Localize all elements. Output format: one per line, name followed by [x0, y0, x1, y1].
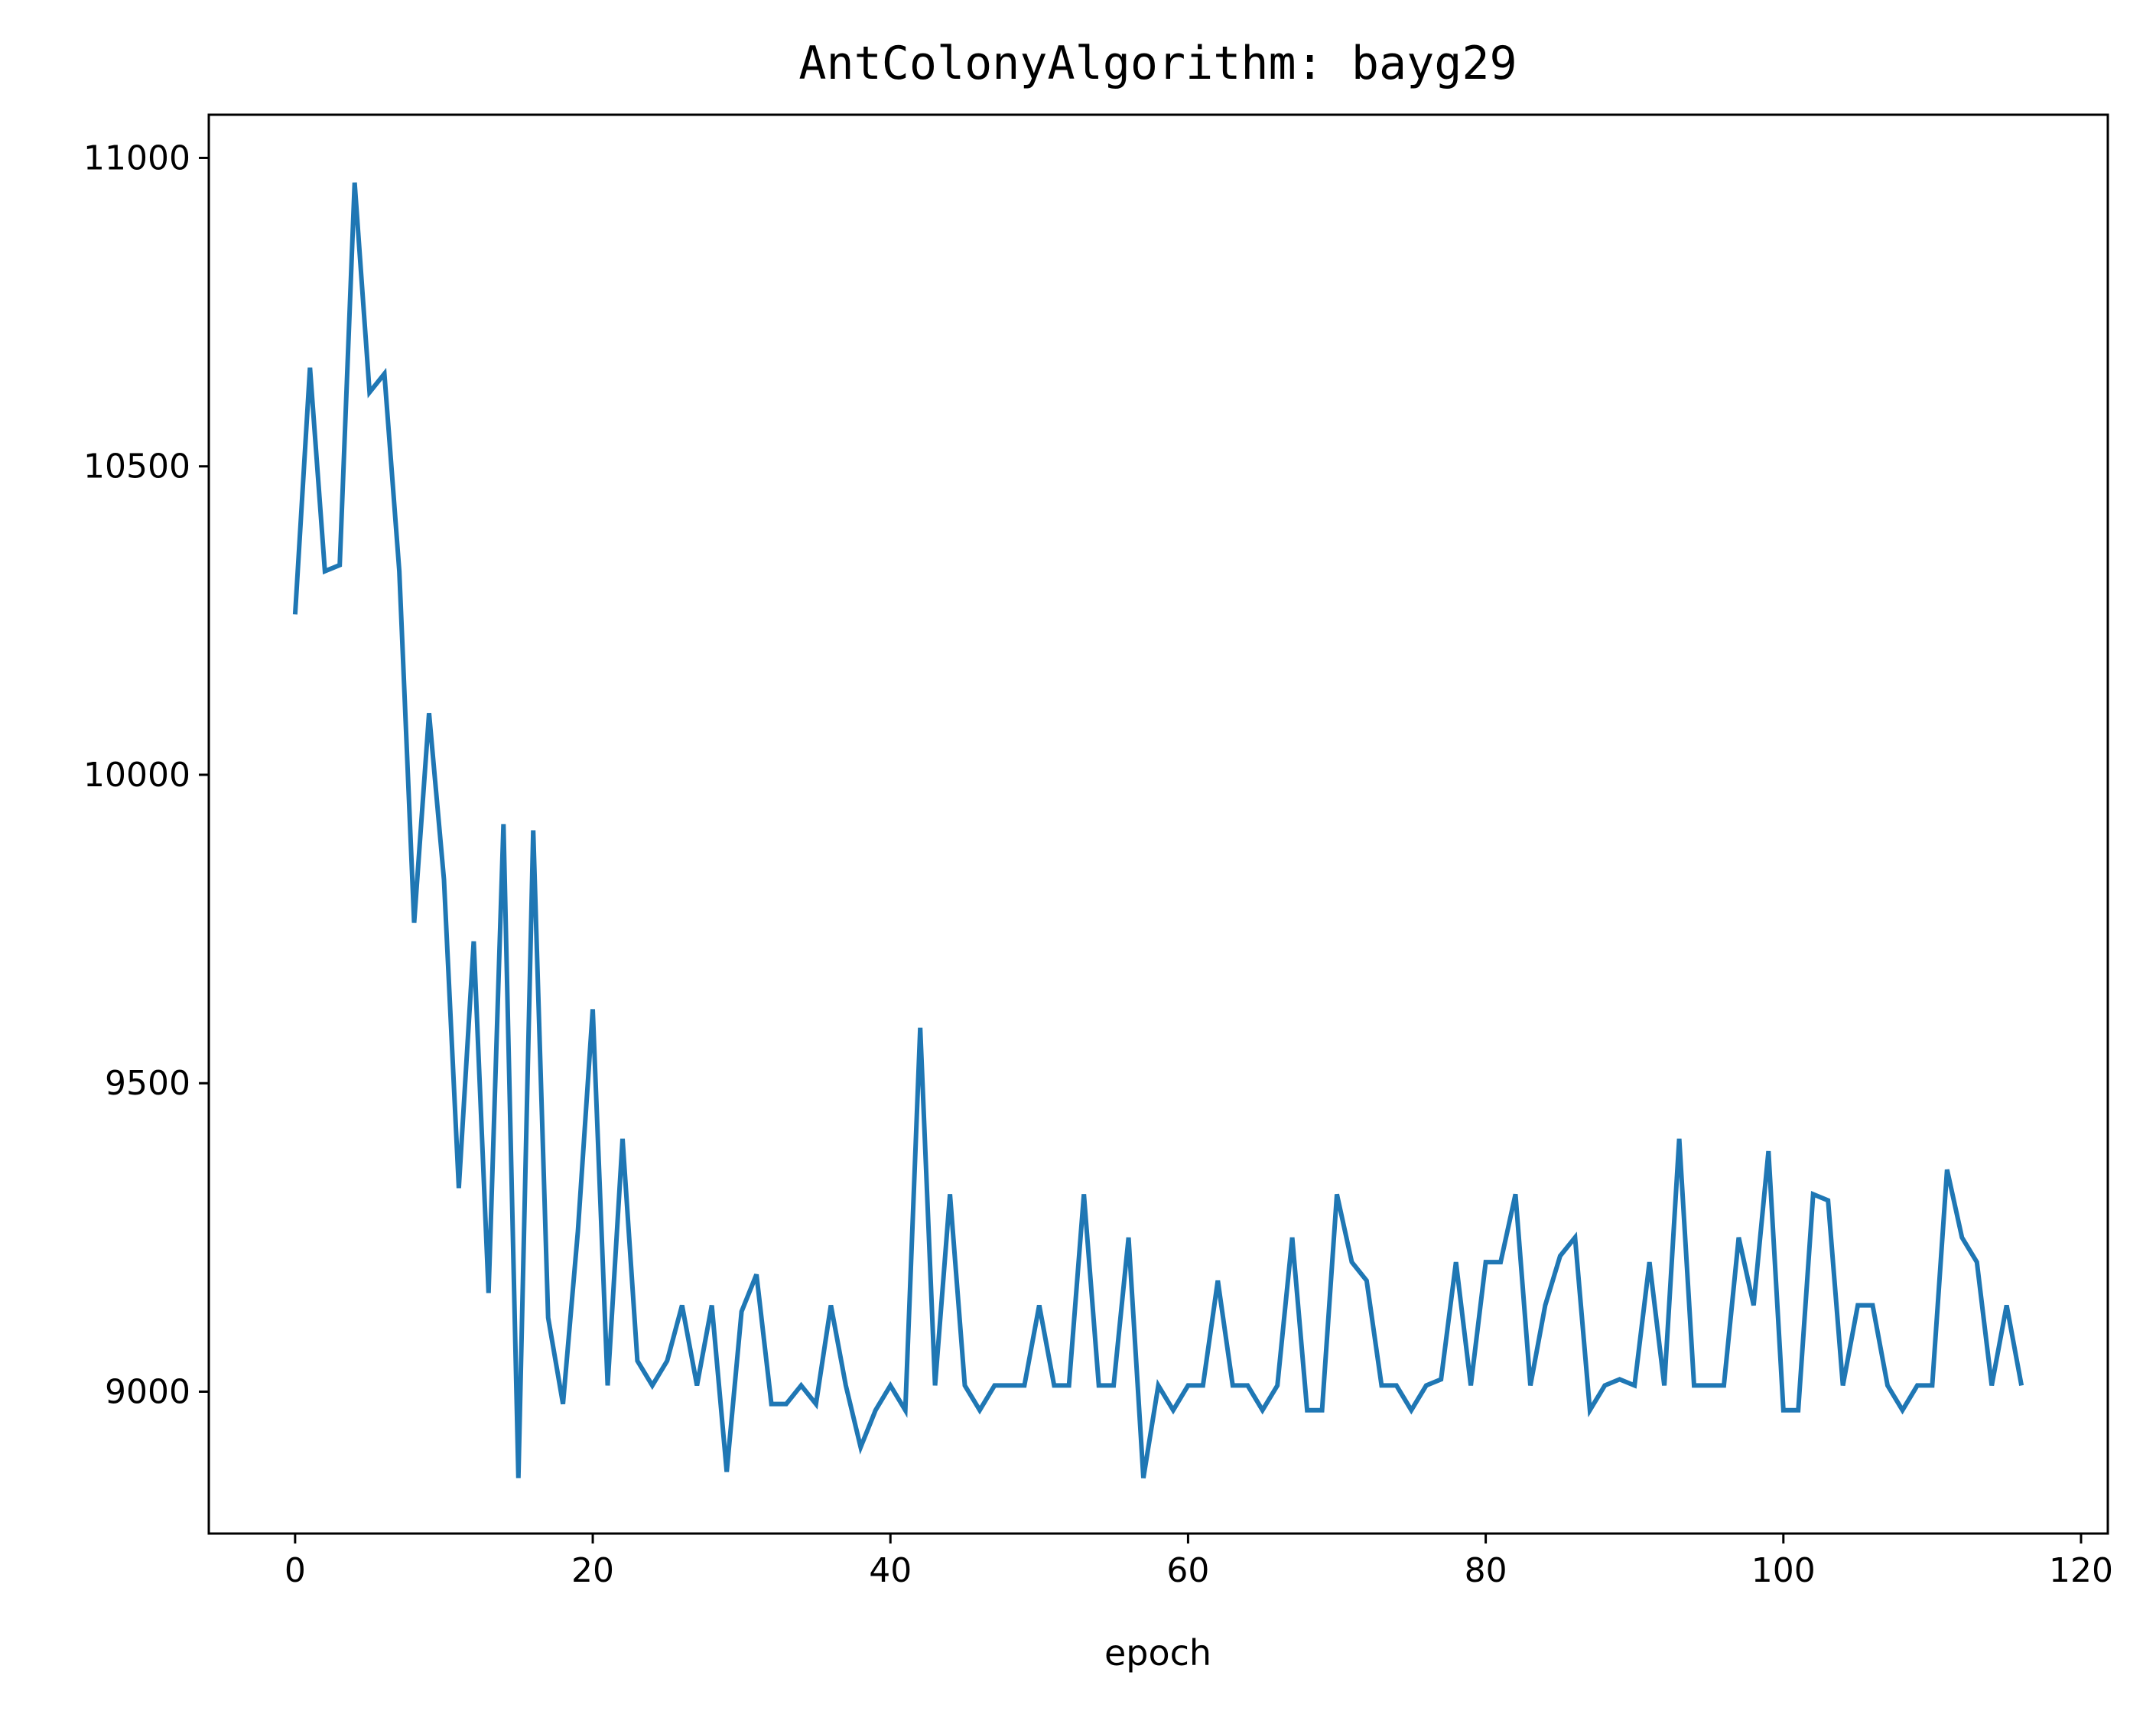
x-tick-label: 20	[571, 1551, 614, 1590]
x-tick-label: 120	[2049, 1551, 2113, 1590]
series-line-0	[292, 182, 2024, 1478]
x-tick-label: 60	[1166, 1551, 1209, 1590]
plot-marks	[292, 182, 2024, 1478]
y-tick-label: 10500	[83, 447, 190, 486]
y-tick-label: 10000	[83, 756, 190, 795]
y-tick-label: 9000	[105, 1373, 190, 1412]
x-tick-label: 80	[1465, 1551, 1507, 1590]
chart-title: AntColonyAlgorithm: bayg29	[798, 37, 1517, 90]
axis-ticks: 0 20 40 60 80 100 120 9000 9500 10000 10500 11000	[83, 138, 2113, 1590]
x-tick-label: 40	[869, 1551, 912, 1590]
x-tick-label: 0	[285, 1551, 306, 1590]
y-tick-label: 11000	[83, 138, 190, 177]
plot-frame	[207, 113, 2109, 1535]
y-tick-label: 9500	[105, 1064, 190, 1103]
x-axis-label: epoch	[1104, 1632, 1211, 1674]
x-tick-label: 100	[1751, 1551, 1816, 1590]
